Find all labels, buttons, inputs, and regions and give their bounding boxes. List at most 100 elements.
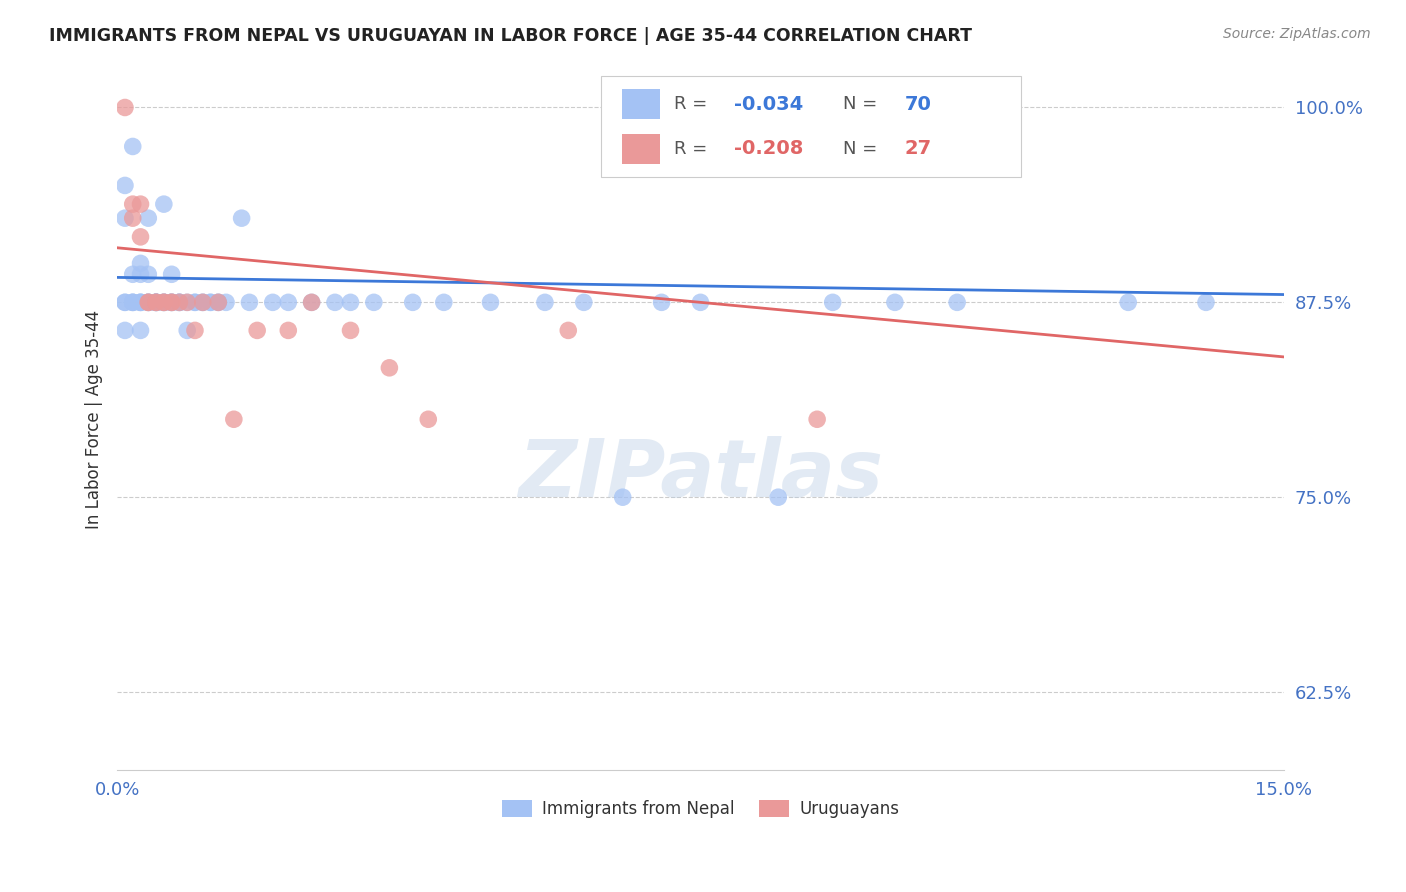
Point bbox=[176, 295, 198, 310]
Point bbox=[184, 295, 207, 310]
Point bbox=[114, 323, 136, 337]
Text: IMMIGRANTS FROM NEPAL VS URUGUAYAN IN LABOR FORCE | AGE 35-44 CORRELATION CHART: IMMIGRANTS FROM NEPAL VS URUGUAYAN IN LA… bbox=[49, 27, 972, 45]
Point bbox=[129, 323, 152, 337]
Point bbox=[534, 295, 557, 310]
Point bbox=[121, 197, 143, 211]
Point bbox=[121, 267, 143, 281]
Point bbox=[184, 295, 207, 310]
Point bbox=[169, 295, 191, 310]
Point bbox=[160, 295, 183, 310]
Point bbox=[572, 295, 595, 310]
Point bbox=[153, 295, 176, 310]
Point bbox=[238, 295, 260, 310]
Point bbox=[160, 267, 183, 281]
Point bbox=[184, 323, 207, 337]
Point bbox=[136, 295, 159, 310]
Point bbox=[176, 295, 198, 310]
Point bbox=[136, 295, 159, 310]
Point bbox=[231, 211, 253, 226]
Point bbox=[129, 295, 152, 310]
Point bbox=[176, 323, 198, 337]
Point bbox=[418, 412, 440, 426]
FancyBboxPatch shape bbox=[623, 134, 659, 163]
FancyBboxPatch shape bbox=[602, 76, 1021, 178]
Point bbox=[153, 295, 176, 310]
Text: -0.034: -0.034 bbox=[734, 95, 804, 113]
Point bbox=[129, 295, 152, 310]
Text: 27: 27 bbox=[904, 139, 932, 158]
Point bbox=[129, 230, 152, 244]
Point bbox=[160, 295, 183, 310]
Point bbox=[160, 295, 183, 310]
Text: R =: R = bbox=[673, 140, 713, 158]
Point bbox=[262, 295, 284, 310]
Point bbox=[200, 295, 222, 310]
Point bbox=[121, 295, 143, 310]
Point bbox=[363, 295, 385, 310]
Point bbox=[277, 295, 299, 310]
Point bbox=[121, 295, 143, 310]
Point bbox=[136, 295, 159, 310]
Point bbox=[339, 295, 361, 310]
Point bbox=[129, 256, 152, 270]
Text: R =: R = bbox=[673, 95, 713, 113]
Point bbox=[821, 295, 844, 310]
Text: 70: 70 bbox=[904, 95, 932, 113]
Point bbox=[153, 197, 176, 211]
Point bbox=[145, 295, 167, 310]
Point bbox=[246, 323, 269, 337]
FancyBboxPatch shape bbox=[623, 89, 659, 119]
Point bbox=[301, 295, 323, 310]
Text: -0.208: -0.208 bbox=[734, 139, 804, 158]
Point bbox=[946, 295, 969, 310]
Point bbox=[153, 295, 176, 310]
Point bbox=[200, 295, 222, 310]
Point bbox=[323, 295, 346, 310]
Point bbox=[136, 267, 159, 281]
Point bbox=[402, 295, 425, 310]
Text: N =: N = bbox=[842, 140, 883, 158]
Point bbox=[277, 323, 299, 337]
Y-axis label: In Labor Force | Age 35-44: In Labor Force | Age 35-44 bbox=[86, 310, 103, 529]
Point bbox=[153, 295, 176, 310]
Point bbox=[557, 323, 579, 337]
Point bbox=[114, 178, 136, 193]
Point bbox=[169, 295, 191, 310]
Point bbox=[121, 139, 143, 153]
Point bbox=[136, 295, 159, 310]
Point bbox=[136, 295, 159, 310]
Point bbox=[145, 295, 167, 310]
Point bbox=[129, 197, 152, 211]
Point bbox=[433, 295, 456, 310]
Point bbox=[191, 295, 214, 310]
Text: N =: N = bbox=[842, 95, 883, 113]
Point bbox=[114, 295, 136, 310]
Point bbox=[378, 360, 401, 375]
Text: ZIPatlas: ZIPatlas bbox=[517, 436, 883, 515]
Point bbox=[114, 211, 136, 226]
Point bbox=[145, 295, 167, 310]
Point bbox=[806, 412, 828, 426]
Point bbox=[207, 295, 229, 310]
Point bbox=[215, 295, 238, 310]
Point bbox=[651, 295, 673, 310]
Point bbox=[191, 295, 214, 310]
Point bbox=[301, 295, 323, 310]
Point bbox=[160, 295, 183, 310]
Point bbox=[145, 295, 167, 310]
Point bbox=[169, 295, 191, 310]
Point bbox=[145, 295, 167, 310]
Point bbox=[129, 267, 152, 281]
Point bbox=[153, 295, 176, 310]
Point bbox=[207, 295, 229, 310]
Point bbox=[339, 323, 361, 337]
Point bbox=[129, 295, 152, 310]
Point bbox=[114, 101, 136, 115]
Point bbox=[612, 490, 634, 504]
Point bbox=[689, 295, 711, 310]
Point bbox=[121, 211, 143, 226]
Point bbox=[121, 295, 143, 310]
Point bbox=[479, 295, 502, 310]
Point bbox=[1116, 295, 1139, 310]
Point bbox=[1195, 295, 1218, 310]
